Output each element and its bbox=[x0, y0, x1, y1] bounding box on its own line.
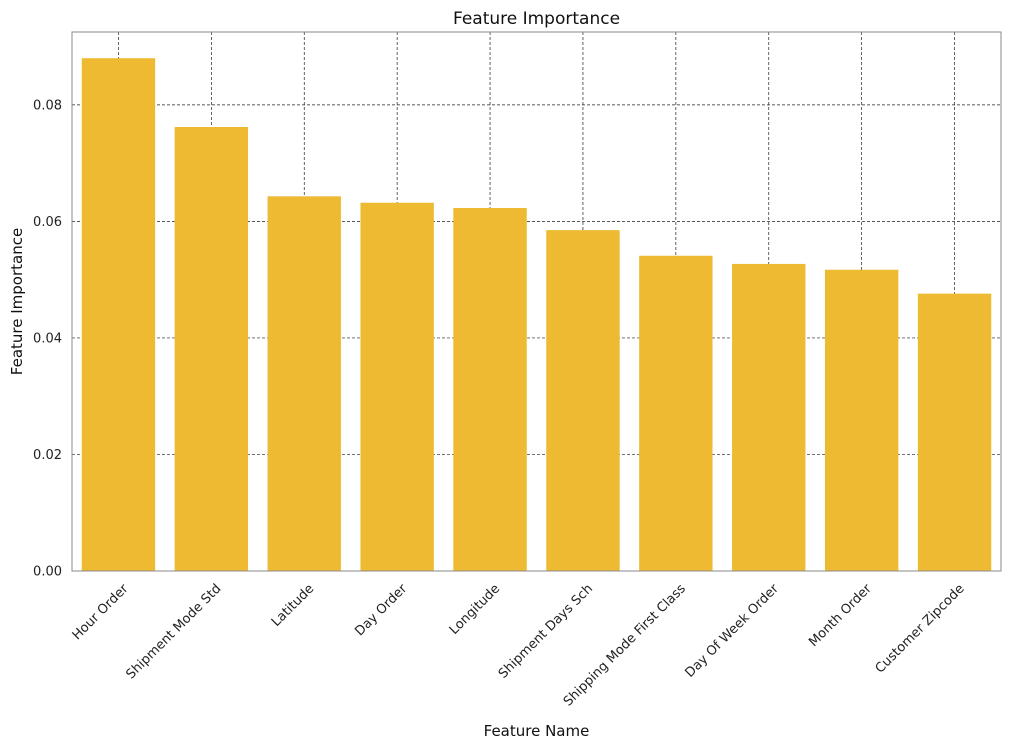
bar bbox=[824, 269, 899, 571]
x-tick-label: Longitude bbox=[447, 581, 503, 637]
bar bbox=[453, 207, 527, 572]
bars bbox=[81, 58, 992, 572]
x-tick-label: Month Order bbox=[806, 581, 875, 650]
y-tick-label: 0.04 bbox=[33, 331, 62, 346]
chart-title: Feature Importance bbox=[453, 9, 620, 29]
x-tick-label: Hour Order bbox=[70, 581, 132, 643]
y-axis-label: Feature Importance bbox=[8, 228, 26, 375]
y-tick-label: 0.00 bbox=[33, 565, 62, 580]
x-tick-label: Customer Zipcode bbox=[873, 581, 968, 676]
bar bbox=[546, 230, 620, 572]
bar bbox=[639, 255, 713, 571]
bar bbox=[917, 293, 992, 571]
y-axis-ticks: 0.00 0.02 0.04 0.06 0.08 bbox=[33, 98, 62, 579]
x-axis-label: Feature Name bbox=[484, 722, 590, 740]
y-tick-label: 0.02 bbox=[33, 448, 62, 463]
bar bbox=[81, 58, 156, 572]
x-tick-label: Shipment Mode Std bbox=[124, 581, 225, 682]
bar bbox=[360, 202, 434, 572]
x-tick-label: Shipment Days Sch bbox=[496, 581, 596, 681]
bar bbox=[174, 126, 249, 572]
x-tick-label: Day Of Week Order bbox=[682, 581, 782, 681]
bar bbox=[267, 196, 341, 572]
bar bbox=[732, 263, 806, 571]
x-tick-label: Latitude bbox=[269, 581, 317, 629]
y-tick-label: 0.06 bbox=[33, 215, 62, 230]
x-tick-label: Day Order bbox=[352, 581, 410, 639]
plot-frame bbox=[71, 31, 1002, 572]
y-tick-label: 0.08 bbox=[33, 98, 62, 113]
